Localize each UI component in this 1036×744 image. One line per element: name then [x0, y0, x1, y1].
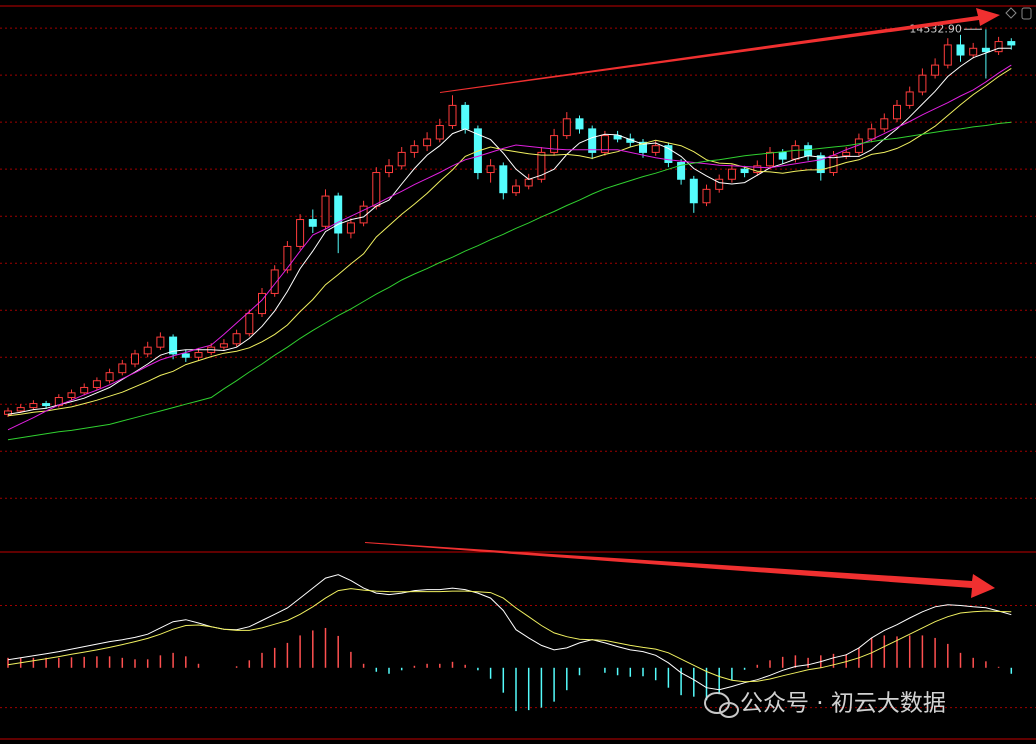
- candle-body: [296, 219, 305, 247]
- candle-body: [842, 151, 851, 157]
- icon[interactable]: [1021, 7, 1032, 20]
- candle-body: [105, 372, 114, 382]
- candle-body: [80, 386, 89, 394]
- candle-body: [613, 135, 622, 140]
- candle-body: [639, 141, 647, 153]
- candle-body: [232, 333, 241, 345]
- candle-body: [143, 346, 152, 355]
- trend-arrow: [440, 8, 1000, 93]
- line-series: [7, 67, 1012, 417]
- line-series: [7, 588, 1012, 683]
- candle-body: [4, 410, 12, 415]
- candle-body: [664, 145, 673, 163]
- candle-body: [92, 380, 101, 388]
- candle-body: [156, 336, 165, 348]
- candle-body: [435, 125, 444, 140]
- candle-body: [715, 178, 724, 190]
- candle-body: [880, 118, 889, 130]
- candle-body: [16, 407, 25, 412]
- candle-body: [943, 44, 952, 66]
- candle-body: [689, 178, 698, 204]
- candle-body: [334, 195, 343, 234]
- candle-body: [829, 155, 838, 174]
- candle-body: [54, 397, 63, 407]
- line-series: [7, 121, 1012, 441]
- candle-body: [448, 104, 457, 127]
- candle-body: [423, 138, 432, 147]
- candle-body: [766, 151, 774, 167]
- candle-body: [410, 145, 419, 153]
- candle-body: [308, 219, 317, 227]
- candle-body: [372, 172, 381, 207]
- candle-body: [321, 195, 330, 227]
- candle-body: [537, 151, 546, 180]
- candle-body: [486, 165, 495, 174]
- candle-body: [600, 135, 609, 153]
- candle-body: [816, 155, 825, 174]
- line-series: [7, 64, 1012, 431]
- candle-body: [905, 91, 914, 106]
- candle-body: [1007, 41, 1016, 46]
- candle-body: [169, 336, 178, 355]
- candle-body: [499, 165, 508, 194]
- watermark-icon: [719, 702, 739, 718]
- line-series: [7, 47, 1012, 415]
- watermark: 公众号 · 初云大数据: [704, 691, 946, 718]
- candle-body: [385, 165, 393, 174]
- candle-body: [804, 145, 813, 157]
- candle-body: [994, 41, 1003, 53]
- icon[interactable]: [1005, 7, 1017, 19]
- candle-body: [461, 104, 470, 130]
- candle-body: [956, 44, 965, 56]
- candle-body: [283, 245, 292, 271]
- candle-body: [740, 168, 749, 174]
- trend-arrow: [365, 542, 995, 598]
- candle-body: [575, 118, 584, 130]
- candle-body: [918, 74, 927, 93]
- candle-body: [854, 138, 863, 153]
- candle-body: [29, 403, 38, 409]
- candle-body: [778, 151, 787, 160]
- candle-body: [42, 403, 51, 407]
- candle-body: [346, 222, 355, 234]
- candle-body: [702, 188, 711, 204]
- line-series: [7, 574, 1012, 691]
- candle-body: [677, 161, 686, 180]
- candle-body: [131, 353, 139, 365]
- candle-body: [588, 128, 597, 153]
- candle-body: [867, 128, 876, 140]
- candle-body: [245, 313, 254, 335]
- candle-body: [893, 104, 901, 120]
- candle-body: [524, 178, 533, 187]
- plot-area: 14532.90: [0, 22, 1036, 712]
- candle-body: [270, 269, 279, 294]
- candle-body: [67, 392, 76, 399]
- candle-body: [219, 343, 228, 348]
- candle-body: [791, 145, 800, 160]
- candle-body: [550, 135, 559, 153]
- candle-body: [397, 151, 406, 167]
- candle-body: [181, 353, 190, 358]
- watermark-text: 公众号 · 初云大数据: [740, 691, 946, 717]
- candle-body: [727, 168, 736, 180]
- candle-body: [194, 352, 203, 358]
- candle-body: [931, 64, 940, 76]
- candle-body: [118, 363, 127, 374]
- candle-body: [562, 118, 571, 137]
- candle-body: [651, 145, 660, 153]
- candle-body: [753, 165, 762, 174]
- candle-body: [969, 47, 978, 56]
- candle-body: [512, 185, 520, 194]
- candle-body: [981, 47, 990, 53]
